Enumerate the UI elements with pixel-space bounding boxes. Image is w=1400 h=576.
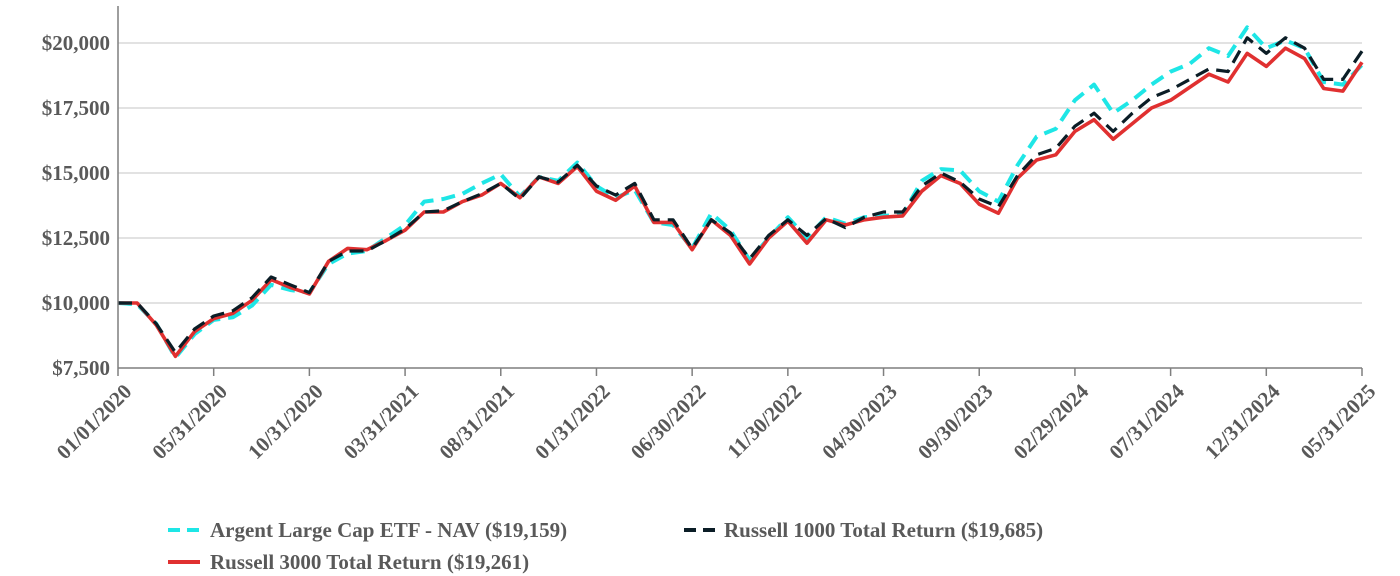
x-tick-label: 09/30/2023 bbox=[913, 379, 998, 464]
y-axis-ticks: $7,500 $10,000 $12,500 $15,000 $17,500 $20,00… bbox=[42, 31, 110, 380]
x-tick-label: 02/29/2024 bbox=[1009, 379, 1094, 464]
legend: Argent Large Cap ETF - NAV ($19,159) Rus… bbox=[168, 518, 1043, 574]
grid-lines bbox=[118, 42, 1362, 304]
series-line-russell-1000 bbox=[118, 36, 1364, 354]
legend-item-russell-1000: Russell 1000 Total Return ($19,685) bbox=[684, 518, 1043, 542]
y-tick-label: $12,500 bbox=[42, 226, 110, 250]
legend-label-russell-1000: Russell 1000 Total Return ($19,685) bbox=[724, 518, 1043, 542]
x-tick-label: 01/01/2020 bbox=[52, 379, 137, 464]
x-axis-ticks: 01/01/2020 05/31/2020 10/31/2020 03/31/2021… bbox=[52, 368, 1381, 464]
series-line-argent bbox=[117, 25, 1364, 360]
x-tick-label: 06/30/2022 bbox=[626, 379, 711, 464]
x-tick-label: 05/31/2020 bbox=[147, 379, 232, 464]
y-tick-label: $7,500 bbox=[52, 356, 110, 380]
legend-item-russell-3000: Russell 3000 Total Return ($19,261) bbox=[168, 550, 529, 574]
x-tick-label: 04/30/2023 bbox=[817, 379, 902, 464]
x-tick-label: 12/31/2024 bbox=[1200, 379, 1285, 464]
y-tick-label: $15,000 bbox=[42, 161, 110, 185]
series-line-russell-3000 bbox=[118, 46, 1364, 359]
x-tick-label: 11/30/2022 bbox=[722, 379, 806, 463]
x-tick-label: 08/31/2021 bbox=[434, 379, 519, 464]
y-tick-label: $20,000 bbox=[42, 31, 110, 55]
x-tick-label: 01/31/2022 bbox=[530, 379, 615, 464]
y-tick-label: $17,500 bbox=[42, 96, 110, 120]
legend-label-argent: Argent Large Cap ETF - NAV ($19,159) bbox=[210, 518, 567, 542]
y-tick-label: $10,000 bbox=[42, 291, 110, 315]
axes bbox=[117, 6, 1362, 369]
series-lines bbox=[117, 25, 1364, 360]
x-tick-label: 05/31/2025 bbox=[1296, 379, 1381, 464]
legend-item-argent: Argent Large Cap ETF - NAV ($19,159) bbox=[168, 518, 567, 542]
legend-label-russell-3000: Russell 3000 Total Return ($19,261) bbox=[210, 550, 529, 574]
x-tick-label: 07/31/2024 bbox=[1104, 379, 1189, 464]
x-tick-label: 03/31/2021 bbox=[339, 379, 424, 464]
x-tick-label: 10/31/2020 bbox=[243, 379, 328, 464]
